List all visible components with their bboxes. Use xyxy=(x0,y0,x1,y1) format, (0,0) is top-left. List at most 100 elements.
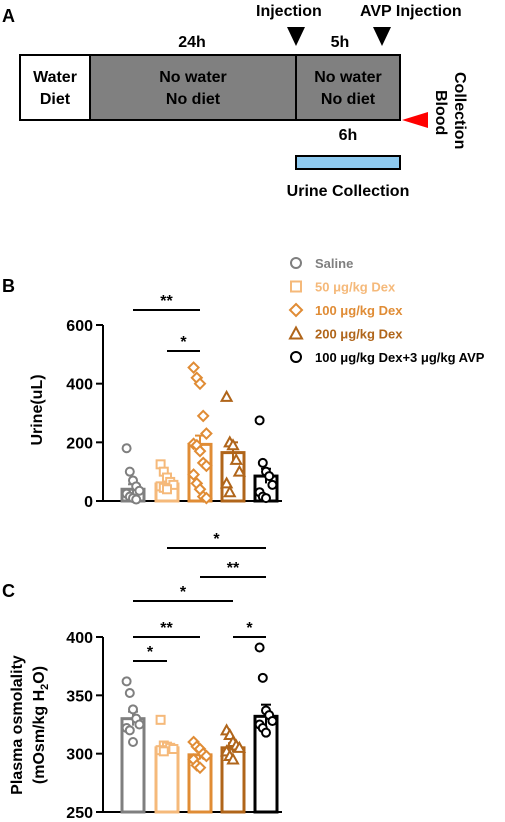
y-tick-label: 200 xyxy=(66,435,93,452)
bar-1 xyxy=(154,746,180,814)
data-point xyxy=(131,494,142,505)
box3-line2: No diet xyxy=(321,91,376,108)
legend-label-0: Saline xyxy=(315,256,353,271)
legend-marker-4 xyxy=(290,351,302,363)
data-point xyxy=(261,727,271,738)
y-tick-label: 600 xyxy=(66,318,93,335)
data-point xyxy=(199,749,213,763)
panel-c-ylabel-line2: (mOsm/kg H2O) xyxy=(31,666,51,784)
data-point xyxy=(199,427,213,440)
significance-label: * xyxy=(246,620,253,637)
injection-label: Injection xyxy=(256,3,322,20)
y-tick-label: 250 xyxy=(66,805,93,822)
legend: Saline 50 μg/kg Dex 100 μg/kg Dex 200 μg/kg… xyxy=(288,256,485,365)
data-point xyxy=(254,642,265,653)
data-point xyxy=(155,714,166,725)
data-point xyxy=(226,752,240,765)
data-point xyxy=(124,688,135,698)
legend-marker-2 xyxy=(288,302,304,318)
legend-label-1: 50 μg/kg Dex xyxy=(315,280,396,295)
duration-24h: 24h xyxy=(178,34,206,51)
avp-injection-arrow-icon xyxy=(373,27,391,46)
legend-marker-3 xyxy=(288,325,304,340)
significance-label: * xyxy=(147,644,154,661)
data-point xyxy=(229,452,243,465)
box3-line1: No water xyxy=(314,69,382,86)
data-point xyxy=(124,725,135,736)
data-point xyxy=(128,704,138,715)
blood-line1: Blood xyxy=(432,90,449,135)
significance-label: ** xyxy=(160,620,173,637)
data-point xyxy=(196,409,210,423)
data-point xyxy=(257,457,268,468)
data-point xyxy=(219,389,234,402)
legend-label-3: 200 μg/kg Dex xyxy=(315,327,403,342)
data-point xyxy=(254,415,265,426)
duration-5h: 5h xyxy=(331,34,350,51)
significance-label: * xyxy=(213,531,220,548)
box1-line1: Water xyxy=(33,69,77,86)
data-point xyxy=(121,676,132,687)
box2-line2: No diet xyxy=(166,91,221,108)
significance-label: * xyxy=(180,584,187,601)
significance-label: ** xyxy=(160,293,173,310)
data-point xyxy=(128,737,138,747)
data-point xyxy=(261,493,271,504)
panel-b-ylabel: Urine(uL) xyxy=(29,374,46,445)
blood-collection-arrow-icon xyxy=(402,112,428,128)
data-point xyxy=(193,761,207,775)
water-diet-box xyxy=(19,54,91,121)
data-point xyxy=(121,443,132,454)
no-water-5h-box xyxy=(295,54,401,121)
y-tick-label: 400 xyxy=(66,377,93,394)
data-point xyxy=(223,485,237,498)
box2-line1: No water xyxy=(159,69,227,86)
injection-arrow-icon xyxy=(287,27,305,46)
avp-injection-label: AVP Injection xyxy=(360,3,462,20)
data-point xyxy=(124,466,135,477)
legend-marker-1 xyxy=(290,280,302,293)
data-point xyxy=(193,377,207,391)
panel-c-ylabel-line1: Plasma osmolality xyxy=(9,655,26,795)
y-tick-label: 350 xyxy=(66,688,93,705)
legend-label-2: 100 μg/kg Dex xyxy=(315,303,403,318)
y-tick-label: 400 xyxy=(66,630,93,647)
data-point xyxy=(158,746,169,757)
legend-label-4: 100 μg/kg Dex+3 μg/kg AVP xyxy=(315,350,485,365)
urine-collection-label: Urine Collection xyxy=(287,183,410,200)
y-tick-label: 0 xyxy=(84,494,93,511)
data-point xyxy=(199,459,213,473)
significance-label: * xyxy=(180,334,187,351)
data-point xyxy=(162,484,172,495)
data-point xyxy=(134,485,145,496)
y-tick-label: 300 xyxy=(66,747,93,764)
data-point xyxy=(232,740,247,753)
data-point xyxy=(187,468,201,482)
data-point xyxy=(134,719,145,730)
data-point xyxy=(219,476,234,489)
data-point xyxy=(267,716,278,726)
data-point xyxy=(232,464,247,477)
blood-line2: Collection xyxy=(451,72,468,149)
data-point xyxy=(187,361,201,374)
no-water-24h-box xyxy=(89,54,297,121)
data-point xyxy=(226,438,240,451)
duration-6h: 6h xyxy=(339,127,358,144)
panel-c-letter: C xyxy=(2,581,15,601)
data-point xyxy=(199,491,213,505)
data-point xyxy=(168,744,179,754)
panel-a-letter: A xyxy=(2,6,15,26)
panel-b-letter: B xyxy=(2,276,15,296)
box1-line2: Diet xyxy=(40,91,71,108)
significance-label: ** xyxy=(227,560,240,577)
data-point xyxy=(193,444,207,458)
panel-a: A Injection AVP Injection 24h 5h Water D… xyxy=(2,3,468,200)
data-point xyxy=(257,672,268,683)
urine-collection-bar xyxy=(295,155,401,170)
data-point xyxy=(267,479,278,490)
legend-marker-0 xyxy=(290,257,302,269)
data-point xyxy=(264,471,275,482)
